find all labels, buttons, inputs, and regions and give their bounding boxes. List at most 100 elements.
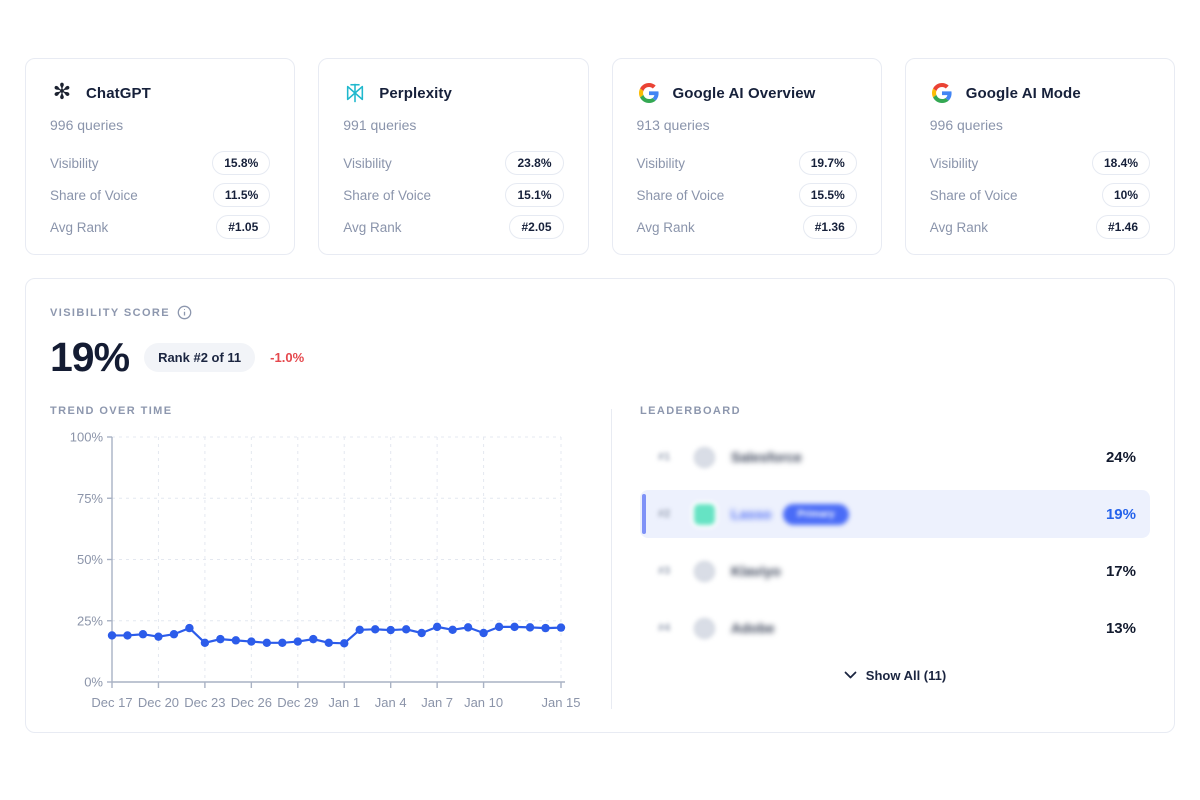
svg-text:Dec 23: Dec 23	[184, 695, 225, 709]
metric-value-badge: #1.36	[802, 215, 857, 239]
rank-badge: Rank #2 of 11	[144, 343, 256, 372]
platform-title: Google AI Overview	[672, 84, 816, 102]
metric-label: Visibility	[929, 155, 979, 171]
query-count: 991 queries	[343, 117, 417, 133]
query-count: 996 queries	[929, 117, 1003, 133]
company-logo-icon	[694, 446, 715, 468]
trend-line-chart[interactable]: Dec 17 Dec 20 Dec 23 Dec 26 Dec 29 Jan 1 Jan 4…	[50, 429, 590, 710]
metric-label: Share of Voice	[50, 187, 138, 203]
google-logo-icon	[930, 81, 954, 105]
metric-label: Avg Rank	[343, 219, 402, 235]
svg-text:50%: 50%	[77, 552, 103, 567]
metric-value-badge: 15.1%	[505, 183, 564, 207]
metric-label: Visibility	[50, 155, 99, 171]
chevron-down-icon	[844, 671, 857, 680]
dashboard-page: ✻ ChatGPT 996 queries Visibility 15.8% S…	[25, 58, 1175, 733]
metric-row: Share of Voice 15.5%	[637, 179, 857, 211]
metric-value-badge: 10%	[1101, 183, 1150, 207]
platform-title: ChatGPT	[86, 84, 151, 102]
openai-logo-icon: ✻	[52, 80, 72, 105]
metric-value-badge: #2.05	[509, 215, 564, 239]
platform-title: Google AI Mode	[965, 84, 1081, 102]
leaderboard-rank: #4	[658, 622, 671, 634]
visibility-score-card: VISIBILITY SCORE 19% Rank #2 of 11 -1.0%…	[25, 278, 1175, 733]
metric-value-badge: #1.46	[1095, 215, 1150, 239]
visibility-score-label: VISIBILITY SCORE	[50, 306, 170, 319]
leaderboard-row-2-highlighted[interactable]: #2 Lasso Primary 19%	[640, 490, 1150, 538]
visibility-percent: 17%	[1105, 562, 1136, 580]
metric-value-badge: 11.5%	[212, 183, 271, 207]
metric-value-badge: 15.5%	[798, 183, 857, 207]
metric-label: Share of Voice	[636, 187, 725, 203]
metric-value-badge: 23.8%	[505, 151, 564, 175]
card-header: Perplexity	[343, 81, 563, 105]
query-count: 996 queries	[50, 117, 124, 133]
svg-text:Jan 1: Jan 1	[328, 695, 360, 709]
leaderboard-column: LEADERBOARD #1 Salesforce 24% #2 Lasso P…	[612, 405, 1150, 709]
score-change: -1.0%	[270, 350, 305, 365]
leaderboard-label: LEADERBOARD	[640, 405, 741, 417]
metric-row: Visibility 15.8%	[50, 147, 271, 179]
company-logo-icon	[694, 560, 715, 582]
svg-text:Jan 10: Jan 10	[464, 695, 503, 709]
trend-over-time-label: TREND OVER TIME	[50, 405, 173, 417]
company-name: Adobe	[731, 620, 775, 636]
metric-row: Avg Rank #2.05	[343, 211, 564, 243]
company-name: Klaviyo	[731, 563, 781, 579]
svg-text:100%: 100%	[70, 430, 104, 445]
metric-row: Share of Voice 11.5%	[50, 179, 271, 211]
show-all-label: Show All (11)	[865, 668, 947, 683]
platform-card-google-ai-mode: Google AI Mode 996 queries Visibility 18…	[904, 58, 1175, 255]
card-header: ✻ ChatGPT	[50, 81, 270, 105]
company-name: Lasso	[731, 506, 772, 522]
metric-value-badge: 18.4%	[1091, 151, 1150, 175]
metric-label: Avg Rank	[929, 219, 989, 235]
platform-card-google-ai-overview: Google AI Overview 913 queries Visibilit…	[611, 58, 882, 255]
metric-row: Visibility 23.8%	[343, 147, 564, 179]
svg-text:25%: 25%	[77, 613, 103, 628]
info-icon[interactable]	[177, 305, 192, 320]
card-header: Google AI Mode	[930, 81, 1150, 105]
svg-text:Dec 26: Dec 26	[231, 695, 272, 709]
svg-text:0%: 0%	[84, 675, 103, 690]
svg-text:75%: 75%	[77, 491, 103, 506]
metric-label: Share of Voice	[929, 187, 1018, 203]
visibility-percent: 24%	[1105, 448, 1136, 466]
leaderboard-rank: #2	[658, 508, 671, 520]
metric-label: Share of Voice	[343, 187, 432, 203]
platform-title: Perplexity	[379, 84, 452, 102]
metric-value-badge: 19.7%	[798, 151, 857, 175]
leaderboard-row-1[interactable]: #1 Salesforce 24%	[640, 433, 1150, 481]
company-name: Salesforce	[731, 449, 802, 465]
column-divider	[611, 409, 612, 709]
platform-card-chatgpt: ✻ ChatGPT 996 queries Visibility 15.8% S…	[25, 58, 296, 255]
metric-label: Visibility	[343, 155, 392, 171]
metric-label: Avg Rank	[636, 219, 695, 235]
leaderboard-row-4[interactable]: #4 Adobe 13%	[640, 604, 1150, 652]
platform-cards-row: ✻ ChatGPT 996 queries Visibility 15.8% S…	[25, 58, 1175, 255]
metric-label: Visibility	[636, 155, 686, 171]
svg-text:Dec 20: Dec 20	[138, 695, 179, 709]
leaderboard-rows: #1 Salesforce 24% #2 Lasso Primary 19% #…	[640, 433, 1150, 652]
company-logo-icon	[694, 617, 715, 639]
metric-row: Visibility 18.4%	[930, 147, 1150, 179]
show-all-button[interactable]: Show All (11)	[640, 668, 1150, 683]
card-header: Google AI Overview	[637, 81, 857, 105]
metric-row: Share of Voice 15.1%	[343, 179, 564, 211]
svg-text:Dec 17: Dec 17	[91, 695, 132, 709]
primary-brand-badge: Primary	[783, 503, 849, 525]
trend-column: TREND OVER TIME Dec 17 Dec 20 Dec 23 Dec 26…	[50, 405, 611, 709]
score-columns: TREND OVER TIME Dec 17 Dec 20 Dec 23 Dec 26…	[50, 405, 1150, 709]
metric-value-badge: #1.05	[216, 215, 271, 239]
svg-text:Dec 29: Dec 29	[277, 695, 318, 709]
metric-row: Avg Rank #1.05	[50, 211, 271, 243]
score-row: 19% Rank #2 of 11 -1.0%	[50, 334, 1150, 381]
metric-row: Visibility 19.7%	[637, 147, 857, 179]
visibility-score-header: VISIBILITY SCORE	[50, 305, 1150, 320]
google-logo-icon	[637, 81, 661, 105]
metric-label: Avg Rank	[50, 219, 109, 235]
perplexity-logo-icon	[343, 81, 367, 105]
svg-text:Jan 4: Jan 4	[375, 695, 407, 709]
company-logo-icon	[694, 503, 715, 525]
leaderboard-row-3[interactable]: #3 Klaviyo 17%	[640, 547, 1150, 595]
